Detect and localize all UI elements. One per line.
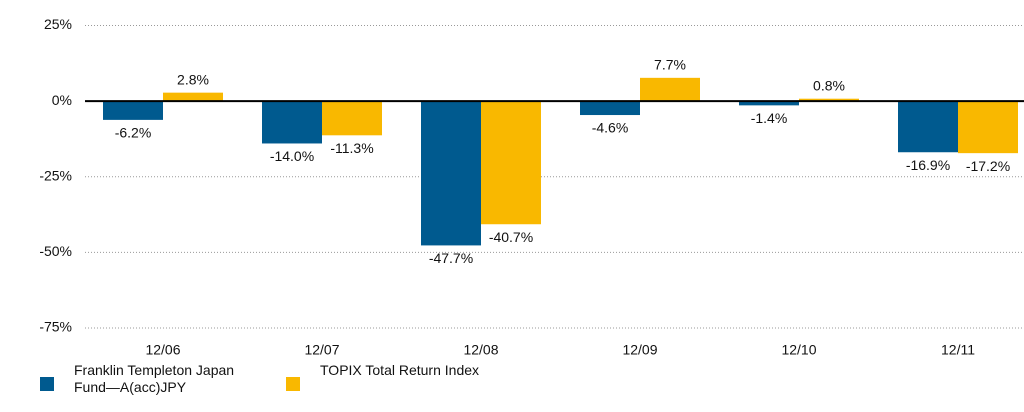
legend: Franklin Templeton Japan Fund—A(acc)JPY T… (40, 360, 532, 396)
value-label: 0.8% (813, 77, 845, 93)
value-label: -1.4% (751, 110, 788, 126)
x-tick-label: 12/08 (463, 342, 498, 358)
value-label: -40.7% (489, 229, 533, 245)
value-label: -11.3% (330, 140, 373, 156)
value-label: -17.2% (966, 158, 1010, 174)
bar (739, 101, 799, 106)
y-tick-label: 0% (52, 92, 72, 108)
bar (262, 101, 322, 144)
bar (580, 101, 640, 116)
bar (103, 101, 163, 120)
value-label: 7.7% (654, 57, 686, 73)
x-tick-label: 12/11 (941, 342, 975, 358)
value-label: -4.6% (592, 120, 629, 136)
legend-swatch (40, 377, 54, 391)
x-tick-label: 12/09 (622, 342, 657, 358)
bar (799, 98, 859, 102)
legend-label: Franklin Templeton Japan Fund—A(acc)JPY (74, 362, 235, 395)
bar (421, 101, 481, 246)
bar (481, 101, 541, 225)
legend-item: TOPIX Total Return Index (286, 360, 510, 396)
y-tick-label: 25% (44, 16, 72, 32)
legend-label: TOPIX Total Return Index (320, 362, 480, 378)
value-label: 2.8% (177, 71, 209, 87)
x-tick-label: 12/10 (781, 342, 816, 358)
y-tick-label: -25% (39, 167, 72, 183)
x-tick-label: 12/07 (304, 342, 339, 358)
legend-swatch (286, 377, 300, 391)
bar (958, 101, 1018, 154)
value-label: -16.9% (906, 157, 950, 173)
value-label: -14.0% (270, 148, 314, 164)
legend-item: Franklin Templeton Japan Fund—A(acc)JPY (40, 360, 264, 396)
x-tick-label: 12/06 (145, 342, 180, 358)
value-label: -47.7% (429, 250, 473, 266)
bar (898, 101, 958, 153)
y-tick-label: -50% (39, 243, 72, 259)
y-tick-label: -75% (39, 319, 72, 335)
bar (163, 92, 223, 102)
bar (640, 77, 700, 102)
bar (322, 101, 382, 136)
value-label: -6.2% (115, 125, 152, 141)
